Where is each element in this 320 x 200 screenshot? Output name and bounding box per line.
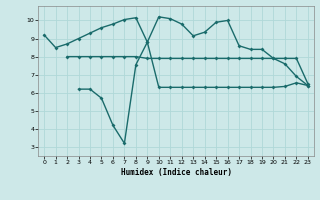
X-axis label: Humidex (Indice chaleur): Humidex (Indice chaleur) bbox=[121, 168, 231, 177]
